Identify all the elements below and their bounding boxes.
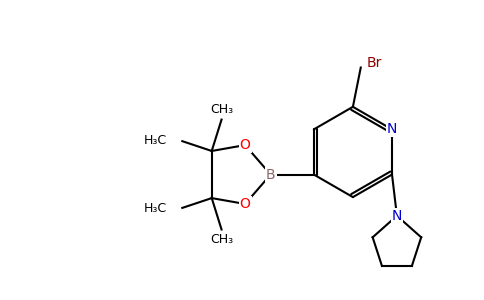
Text: N: N — [387, 122, 397, 136]
Text: N: N — [392, 209, 402, 223]
Text: H₃C: H₃C — [143, 134, 166, 147]
Text: H₃C: H₃C — [143, 202, 166, 215]
Text: B: B — [266, 167, 275, 182]
Text: O: O — [240, 138, 251, 152]
Text: Br: Br — [367, 56, 382, 70]
Text: CH₃: CH₃ — [210, 233, 233, 246]
Text: O: O — [240, 197, 251, 211]
Text: CH₃: CH₃ — [210, 103, 233, 116]
